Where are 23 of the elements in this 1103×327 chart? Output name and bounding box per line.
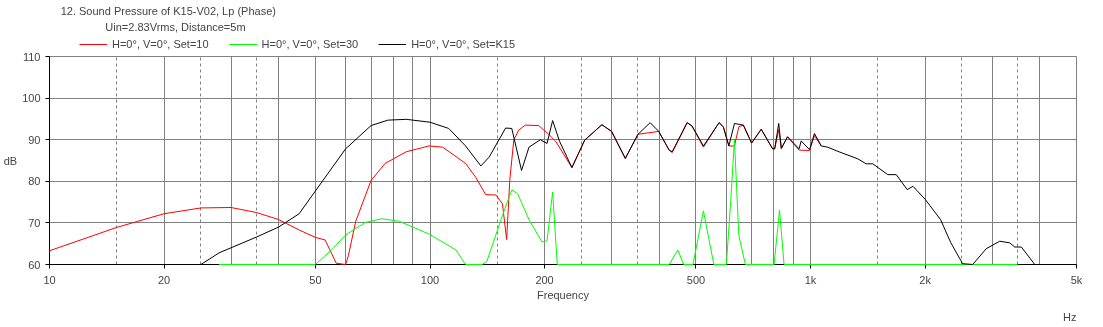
- chart-title: 12. Sound Pressure of K15-V02, Lp (Phase): [60, 4, 276, 17]
- x-tick-label: 50: [309, 273, 322, 286]
- legend-label: H=0°, V=0°, Set=10: [112, 38, 209, 50]
- x-tick-label: 20: [157, 273, 171, 286]
- y-axis-title: dB: [3, 154, 18, 167]
- x-tick-label: 200: [535, 273, 554, 286]
- text: Uin=2.83Vrms, Distance=5m: [105, 20, 246, 33]
- y-tick-label: 60: [28, 258, 41, 271]
- x-tick-label: 2k: [919, 273, 932, 286]
- text: Hz: [1063, 310, 1077, 323]
- x-tick-label: 5k: [1070, 273, 1083, 286]
- x-axis-title: Frequency: [537, 288, 590, 301]
- y-tick-label: 100: [22, 92, 41, 105]
- y-tick-label: 90: [28, 133, 41, 146]
- legend-label: H=0°, V=0°, Set=K15: [411, 38, 516, 50]
- x-tick-label: 10: [43, 273, 56, 286]
- y-tick-label: 110: [22, 50, 41, 63]
- y-tick-label: 70: [28, 216, 41, 229]
- x-tick-label: 500: [686, 273, 706, 286]
- x-tick-label: 1k: [804, 273, 817, 286]
- y-tick-label: 80: [28, 175, 41, 188]
- legend-label: H=0°, V=0°, Set=30: [261, 38, 359, 50]
- x-tick-label: 100: [420, 273, 440, 286]
